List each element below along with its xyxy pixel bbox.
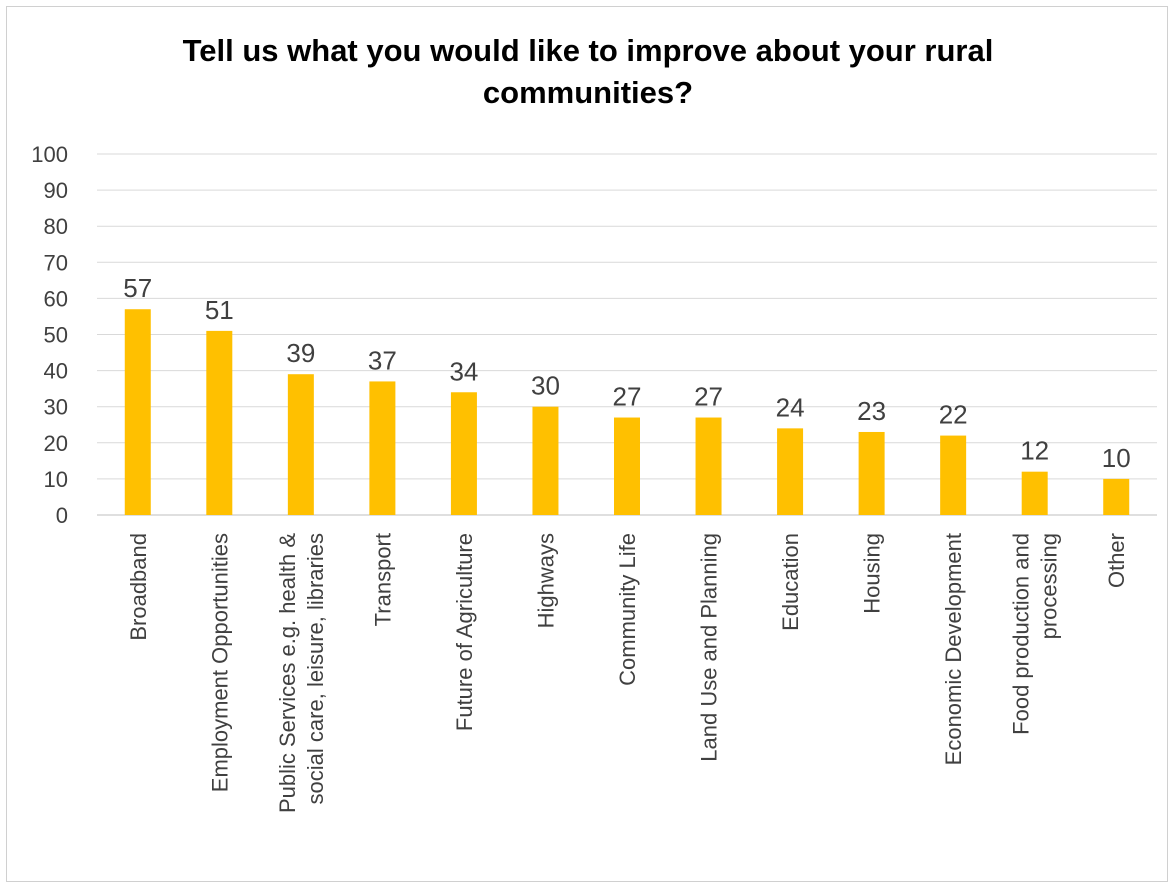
x-tick-label: Future of Agriculture [452,533,477,731]
x-tick-label: Community Life [615,533,640,686]
x-tick-label: Food production and processing [1009,533,1062,735]
bar [940,435,967,515]
chart-title-line-2: communities? [482,75,694,110]
x-tick-label-line: Land Use and Planning [697,533,722,762]
bar [450,392,477,515]
data-label: 24 [776,392,805,422]
x-tick-label: Broadband [126,533,151,641]
x-tick-label: Education [778,533,803,631]
x-tick-label: Highways [533,533,558,628]
y-tick-label: 80 [44,214,68,239]
y-tick-label: 10 [44,467,68,492]
bar [1103,478,1130,515]
bar [532,406,559,515]
data-label: 30 [531,371,560,401]
x-tick-label-line: Education [778,533,803,631]
y-tick-label: 90 [44,178,68,203]
data-label: 57 [123,273,152,303]
bar [777,428,804,515]
chart-title: Tell us what you would like to improve a… [0,30,1176,114]
x-tick-label: Land Use and Planning [697,533,722,762]
bar [1021,471,1048,515]
bar [369,381,396,515]
x-tick-label: Public Services e.g. health & social care… [275,533,328,813]
bar [695,417,722,515]
bar [124,309,151,515]
y-tick-label: 40 [44,359,68,384]
y-tick-label: 20 [44,431,68,456]
x-tick-label: Housing [860,533,885,614]
x-tick-label-line: Community Life [615,533,640,686]
y-tick-label: 70 [44,250,68,275]
y-tick-label: 60 [44,286,68,311]
x-tick-label: Transport [370,533,395,626]
x-tick-label: Employment Opportunities [207,533,232,792]
x-tick-label-line: Employment Opportunities [207,533,232,792]
data-label: 37 [368,345,397,375]
x-tick-label: Economic Development [941,533,966,765]
x-tick-label: Other [1104,533,1129,588]
data-label: 34 [449,356,478,386]
data-label: 27 [694,382,723,412]
x-tick-label-line: Food production and [1009,533,1034,735]
data-label: 22 [939,400,968,430]
bar [614,417,640,515]
bar [858,431,885,515]
x-tick-label-line: social care, leisure, libraries [303,533,328,804]
chart-frame [6,6,1168,882]
y-tick-label: 50 [44,323,68,348]
x-tick-label-line: Housing [860,533,885,614]
x-tick-label-line: Transport [370,533,395,626]
data-label: 12 [1020,436,1049,466]
x-tick-label-line: Public Services e.g. health & [275,533,300,813]
x-tick-label-line: Highways [533,533,558,628]
data-label: 23 [857,396,886,426]
x-tick-label-line: Other [1104,533,1129,588]
data-label: 51 [205,295,234,325]
chart-title-line-1: Tell us what you would like to improve a… [182,33,994,68]
x-tick-label-line: Economic Development [941,533,966,765]
y-tick-label: 0 [56,503,68,528]
data-label: 27 [613,382,642,412]
x-tick-label-line: Broadband [126,533,151,641]
bar [206,330,233,515]
x-tick-label-line: processing [1037,533,1062,639]
y-tick-label: 100 [31,142,68,167]
data-label: 39 [286,338,315,368]
y-tick-label: 30 [44,395,68,420]
data-label: 10 [1102,443,1131,473]
x-tick-label-line: Future of Agriculture [452,533,477,731]
bar [287,374,314,515]
